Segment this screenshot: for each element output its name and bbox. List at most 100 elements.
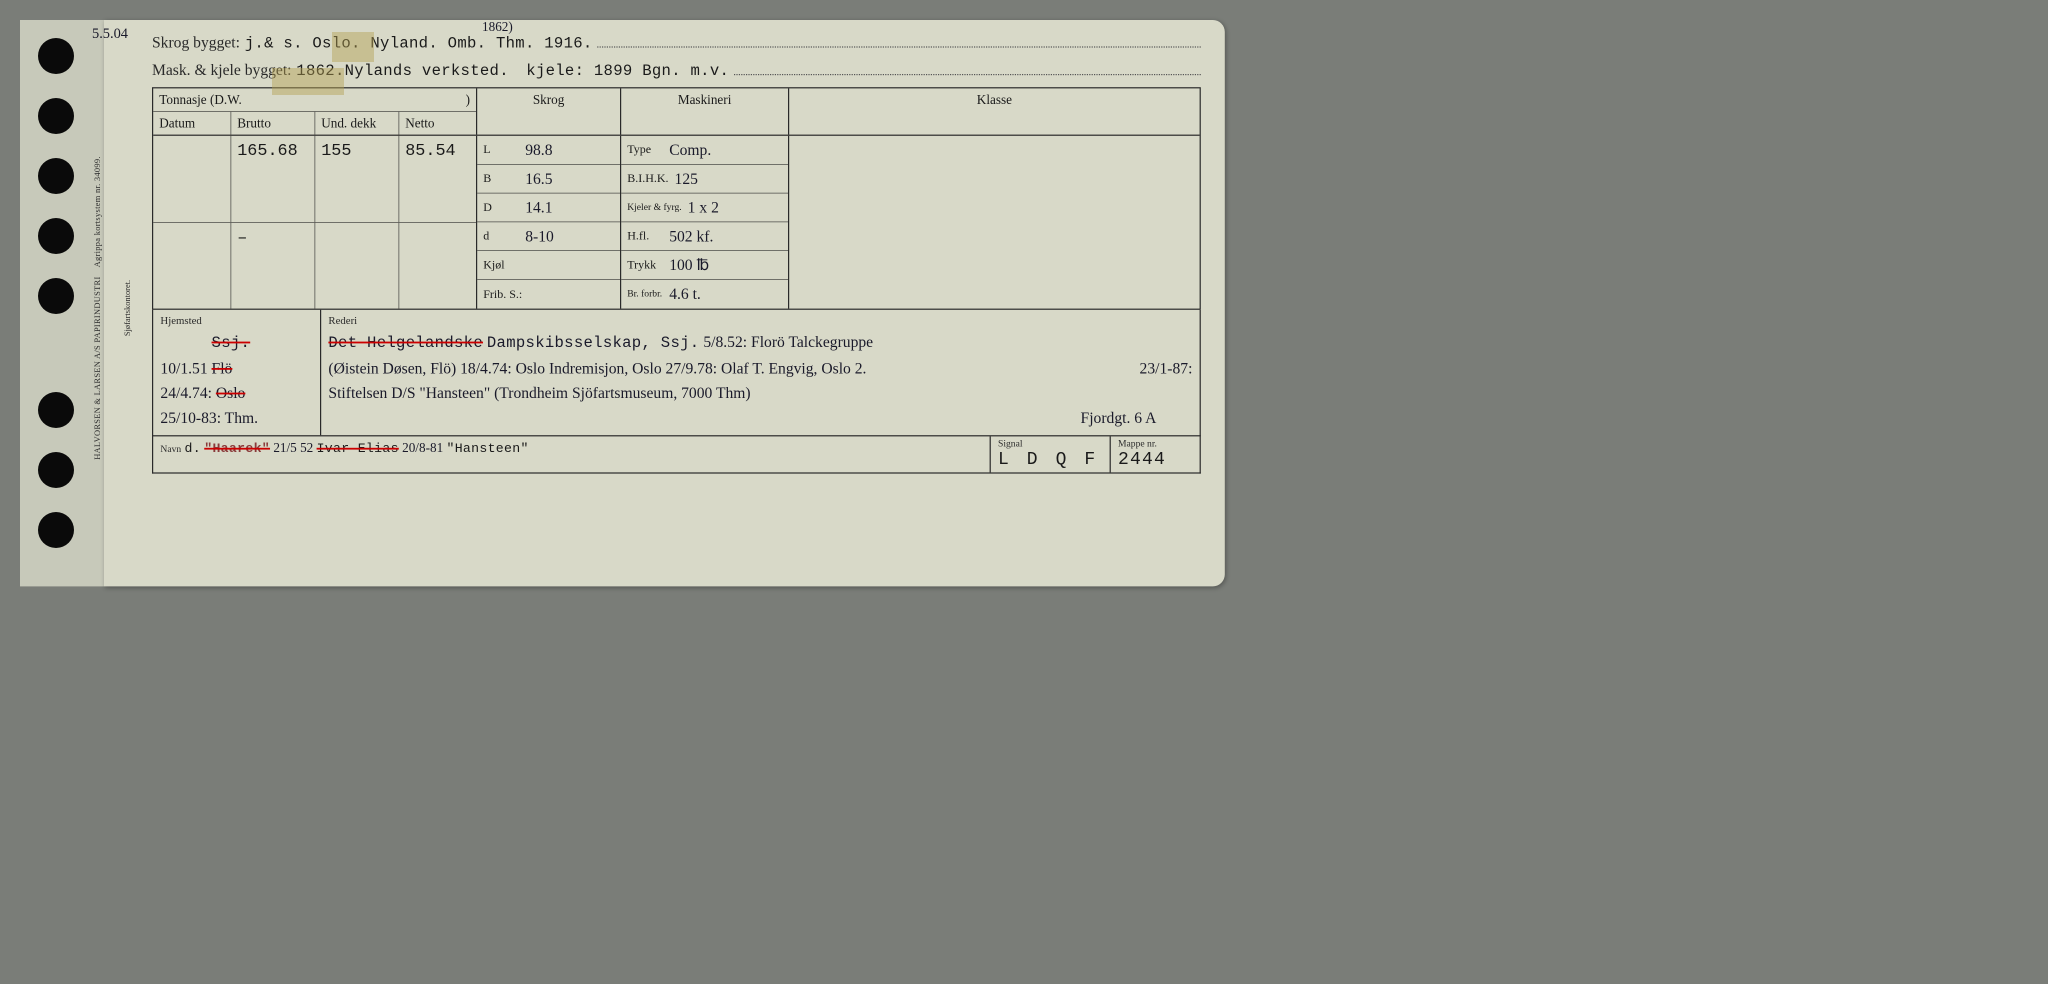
d-value: 8-10 — [525, 227, 554, 245]
punch-hole — [38, 38, 74, 74]
navn-date-1: 21/5 52 — [273, 440, 313, 455]
bihk-value: 125 — [675, 170, 698, 188]
netto-cell: 85.54 — [399, 136, 474, 222]
spec-body: 165.68 155 85.54 – L 98.8 B 16.5 D 14.1 — [153, 136, 1199, 309]
mappe-label: Mappe nr. — [1118, 439, 1192, 450]
punch-hole — [38, 278, 74, 314]
spec-table: Tonnasje (D.W. ) Datum Brutto Und. dekk … — [152, 87, 1201, 310]
rederi-1a: Det Helgelandske — [328, 334, 483, 352]
maskineri-body: TypeComp. B.I.H.K.125 Kjeler & fyrg.1 x … — [621, 136, 789, 309]
spec-table-header: Tonnasje (D.W. ) Datum Brutto Und. dekk … — [153, 88, 1199, 135]
maskineri-header: Maskineri — [621, 88, 789, 134]
punch-hole — [38, 392, 74, 428]
brutto-header: Brutto — [231, 112, 315, 135]
hfl-value: 502 kf. — [669, 227, 713, 245]
signal-section: Signal L D Q F — [990, 437, 1110, 473]
datum-cell — [153, 136, 231, 222]
empty-cell: – — [231, 223, 315, 309]
signal-label: Signal — [998, 439, 1102, 450]
und-header: Und. dekk — [315, 112, 399, 135]
navn-section: Navn d. "Haarek" 21/5 52 Ivar Elias 20/8… — [153, 437, 989, 473]
index-card: 5.5.04 1862) Skrog bygget: j.& s. Oslo. … — [104, 20, 1225, 586]
B-label: B — [483, 172, 519, 186]
D-label: D — [483, 201, 519, 215]
hjem-2: Flö — [212, 359, 233, 376]
navn-prefix: d. — [184, 441, 200, 456]
punch-hole — [38, 98, 74, 134]
hjem-date-3: 24/4.74: — [160, 384, 212, 401]
kjeler-value: 1 x 2 — [688, 199, 719, 217]
empty-cell — [399, 223, 474, 309]
rederi-column: Rederi Det Helgelandske Dampskibsselskap… — [321, 310, 1199, 436]
klasse-header: Klasse — [789, 88, 1199, 134]
brutto-cell: 165.68 — [231, 136, 315, 222]
L-label: L — [483, 143, 519, 157]
navn-2: Ivar Elias — [317, 441, 399, 456]
skrog-bygget-line: Skrog bygget: j.& s. Oslo. Nyland. Omb. … — [152, 32, 1201, 52]
navn-3: "Hansteen" — [446, 441, 528, 456]
punch-hole — [38, 512, 74, 548]
mask-value-2: kjele: 1899 Bgn. m.v. — [526, 62, 729, 80]
dotted-rule — [597, 32, 1200, 48]
ownership-section: Hjemsted 10/1.51 Ssj. 10/1.51 Flö 24/4.7… — [152, 310, 1201, 437]
L-value: 98.8 — [525, 141, 552, 159]
hjemsted-label: Hjemsted — [160, 315, 312, 328]
hjemsted-column: Hjemsted 10/1.51 Ssj. 10/1.51 Flö 24/4.7… — [153, 310, 321, 436]
d-label: d — [483, 229, 519, 243]
office-text: Sjøfartskontoret. — [123, 280, 133, 336]
hjem-3: Oslo — [216, 384, 245, 401]
br-label: Br. forbr. — [627, 289, 663, 300]
punch-hole — [38, 218, 74, 254]
klasse-body — [789, 136, 1199, 309]
trykk-label: Trykk — [627, 258, 663, 272]
bottom-bar: Navn d. "Haarek" 21/5 52 Ivar Elias 20/8… — [152, 437, 1201, 474]
navn-1: "Haarek" — [204, 441, 270, 456]
skrog-label: Skrog bygget: — [152, 34, 240, 52]
navn-label: Navn — [160, 444, 181, 454]
mappe-value: 2444 — [1118, 450, 1192, 470]
punch-hole — [38, 452, 74, 488]
tape-patch — [272, 68, 344, 95]
year-annotation: 1862) — [482, 19, 513, 35]
hfl-label: H.fl. — [627, 229, 663, 243]
netto-header: Netto — [399, 112, 474, 135]
rederi-1-end: Florö Talckegruppe — [751, 333, 873, 350]
empty-cell — [153, 223, 231, 309]
rederi-2-end: 23/1-87: — [1140, 356, 1193, 381]
type-label: Type — [627, 143, 663, 157]
hjem-date-4: 25/10-83: — [160, 409, 221, 426]
binder-strip — [20, 20, 104, 586]
rederi-2: (Øistein Døsen, Flö) 18/4.74: Oslo Indre… — [328, 359, 866, 376]
mask-label: Mask. & kjele bygget: — [152, 61, 292, 79]
hjem-1: Ssj. — [212, 334, 251, 352]
und-cell: 155 — [315, 136, 399, 222]
rederi-4: Fjordgt. 6 A — [328, 406, 1192, 431]
corner-date: 5.5.04 — [92, 26, 128, 42]
type-value: Comp. — [669, 141, 711, 159]
dotted-rule — [734, 60, 1201, 76]
manufacturer-text: HALVORSEN & LARSEN A/S PAPIRINDUSTRI Agr… — [93, 156, 103, 460]
rederi-1b: Dampskibsselskap, Ssj. — [487, 334, 700, 352]
rederi-label: Rederi — [328, 315, 1192, 328]
skrog-header: Skrog — [477, 88, 621, 134]
skrog-value: j.& s. Oslo. Nyland. Omb. Thm. 1916. — [245, 34, 593, 52]
card-container: HALVORSEN & LARSEN A/S PAPIRINDUSTRI Agr… — [20, 20, 1225, 586]
rederi-3: Stiftelsen D/S "Hansteen" (Trondheim Sjö… — [328, 381, 1192, 406]
rederi-1-date: 5/8.52: — [703, 333, 747, 350]
br-value: 4.6 t. — [669, 285, 701, 303]
signal-value: L D Q F — [998, 450, 1102, 470]
empty-cell — [315, 223, 399, 309]
hjem-4: Thm. — [225, 409, 258, 426]
kjol-label: Kjøl — [483, 258, 519, 272]
navn-date-2: 20/8-81 — [402, 440, 443, 455]
tonnasje-body: 165.68 155 85.54 – — [153, 136, 477, 309]
hjem-date-2: 10/1.51 — [160, 359, 207, 376]
datum-header: Datum — [153, 112, 231, 135]
B-value: 16.5 — [525, 170, 552, 188]
bihk-label: B.I.H.K. — [627, 172, 668, 186]
trykk-value: 100 ℔ — [669, 256, 709, 274]
mappe-section: Mappe nr. 2444 — [1110, 437, 1200, 473]
punch-hole — [38, 158, 74, 194]
D-value: 14.1 — [525, 199, 552, 217]
skrog-body: L98.8 B16.5 D14.1 d8-10 Kjøl Frib. S.: — [477, 136, 621, 309]
